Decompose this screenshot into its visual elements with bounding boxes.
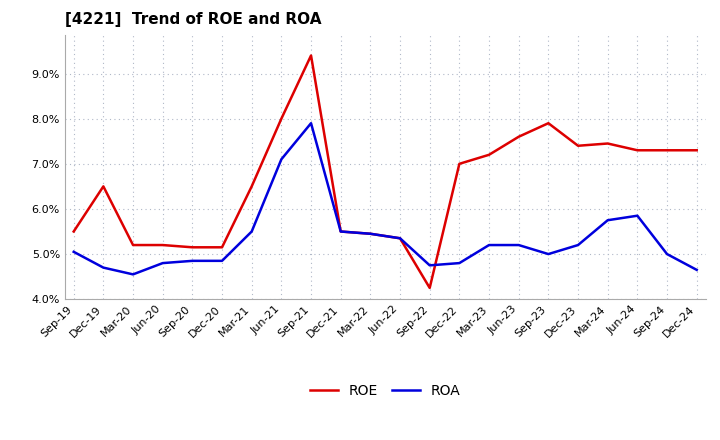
ROA: [426, 263, 434, 268]
ROA: [366, 231, 374, 236]
ROE: [662, 148, 671, 153]
ROA: [514, 242, 523, 248]
ROE: [69, 229, 78, 234]
ROA: [188, 258, 197, 264]
ROE: [544, 121, 553, 126]
ROA: [662, 251, 671, 257]
ROA: [69, 249, 78, 254]
ROE: [514, 134, 523, 139]
Line: ROA: ROA: [73, 123, 697, 275]
ROE: [603, 141, 612, 146]
ROE: [188, 245, 197, 250]
Legend: ROE, ROA: ROE, ROA: [305, 378, 466, 403]
Line: ROE: ROE: [73, 55, 697, 288]
ROE: [693, 148, 701, 153]
ROE: [248, 184, 256, 189]
ROE: [277, 116, 286, 121]
ROE: [485, 152, 493, 158]
ROE: [455, 161, 464, 166]
ROA: [603, 218, 612, 223]
ROA: [455, 260, 464, 266]
ROE: [426, 285, 434, 290]
ROE: [158, 242, 167, 248]
ROE: [217, 245, 226, 250]
ROA: [248, 229, 256, 234]
ROE: [129, 242, 138, 248]
ROA: [336, 229, 345, 234]
Text: [4221]  Trend of ROE and ROA: [4221] Trend of ROE and ROA: [65, 12, 321, 27]
ROA: [158, 260, 167, 266]
ROA: [396, 236, 405, 241]
ROA: [633, 213, 642, 218]
ROE: [633, 148, 642, 153]
ROE: [366, 231, 374, 236]
ROE: [99, 184, 108, 189]
ROA: [693, 267, 701, 272]
ROA: [277, 157, 286, 162]
ROE: [307, 53, 315, 58]
ROE: [574, 143, 582, 148]
ROA: [99, 265, 108, 270]
ROA: [574, 242, 582, 248]
ROA: [129, 272, 138, 277]
ROE: [336, 229, 345, 234]
ROA: [217, 258, 226, 264]
ROE: [396, 236, 405, 241]
ROA: [307, 121, 315, 126]
ROA: [544, 251, 553, 257]
ROA: [485, 242, 493, 248]
